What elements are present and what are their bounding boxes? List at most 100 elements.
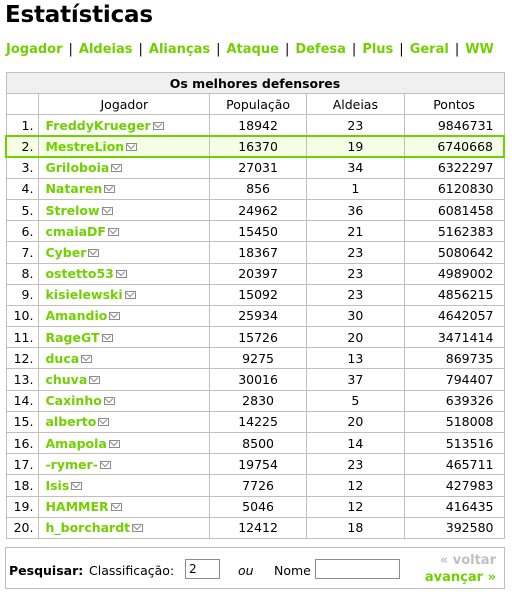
tab-jogador[interactable]: Jogador <box>6 42 63 57</box>
defenders-table: Os melhores defensores Jogador População… <box>5 72 505 539</box>
player-cell: HAMMER <box>38 495 211 518</box>
tab-ww[interactable]: WW <box>465 42 494 57</box>
envelope-icon[interactable] <box>126 142 138 151</box>
rank-input[interactable] <box>185 559 220 579</box>
tab-alianças[interactable]: Alianças <box>148 42 211 57</box>
envelope-icon[interactable] <box>111 164 123 173</box>
villages-cell: 5 <box>306 389 405 412</box>
villages-cell: 21 <box>306 220 405 243</box>
player-link[interactable]: FreddyKrueger <box>45 117 151 133</box>
table-row: 9. kisielewski 15092 23 4856215 <box>5 283 505 306</box>
rank-cell: 2. <box>5 134 40 159</box>
envelope-icon[interactable] <box>88 248 100 257</box>
villages-cell: 23 <box>306 241 405 264</box>
villages-cell: 23 <box>306 283 405 306</box>
rank-cell: 12. <box>5 347 40 370</box>
envelope-icon[interactable] <box>104 185 116 194</box>
search-label: Pesquisar: <box>9 563 84 578</box>
player-link[interactable]: cmaiaDF <box>45 223 106 239</box>
points-cell: 9846731 <box>403 114 505 137</box>
player-link[interactable]: alberto <box>45 414 97 430</box>
player-link[interactable]: Isis <box>45 477 70 493</box>
player-cell: Nataren <box>38 177 211 200</box>
envelope-icon[interactable] <box>81 354 93 363</box>
table-row: 7. Cyber 18367 23 5080642 <box>5 241 505 264</box>
envelope-icon[interactable] <box>101 206 113 215</box>
envelope-icon[interactable] <box>115 270 127 279</box>
population-cell: 5046 <box>209 495 307 518</box>
tab-defesa[interactable]: Defesa <box>295 42 346 57</box>
population-cell: 19754 <box>209 453 307 476</box>
villages-cell: 1 <box>306 177 405 200</box>
envelope-icon[interactable] <box>99 460 111 469</box>
player-cell: -rymer- <box>38 453 211 476</box>
player-link[interactable]: Nataren <box>45 181 103 197</box>
envelope-icon[interactable] <box>89 376 101 385</box>
tab-plus[interactable]: Plus <box>362 42 394 57</box>
points-cell: 6322297 <box>403 156 505 179</box>
envelope-icon[interactable] <box>124 291 136 300</box>
rank-cell: 9. <box>5 283 40 306</box>
rank-cell: 6. <box>5 220 40 243</box>
population-cell: 9275 <box>209 347 307 370</box>
table-caption: Os melhores defensores <box>5 72 505 94</box>
player-link[interactable]: Amandio <box>45 308 108 324</box>
player-link[interactable]: Caxinho <box>45 393 102 409</box>
player-link[interactable]: RageGT <box>45 329 100 345</box>
player-cell: kisielewski <box>38 283 211 306</box>
rank-label: Classificação: <box>89 563 175 578</box>
player-link[interactable]: -rymer- <box>45 456 98 472</box>
villages-cell: 13 <box>306 347 405 370</box>
player-link[interactable]: Cyber <box>45 244 87 260</box>
player-cell: Isis <box>38 474 211 497</box>
envelope-icon[interactable] <box>152 121 164 130</box>
population-cell: 12412 <box>209 516 307 539</box>
envelope-icon[interactable] <box>110 503 122 512</box>
points-cell: 6740668 <box>403 134 505 159</box>
player-link[interactable]: Griloboia <box>45 160 110 176</box>
player-link[interactable]: ostetto53 <box>45 266 114 282</box>
next-link[interactable]: avançar » <box>424 570 496 585</box>
villages-cell: 23 <box>306 453 405 476</box>
player-link[interactable]: Amapola <box>45 435 107 451</box>
rank-cell: 14. <box>5 389 40 412</box>
table-row: 10. Amandio 25934 30 4642057 <box>5 304 505 328</box>
rank-header <box>5 92 40 116</box>
envelope-icon[interactable] <box>101 333 113 342</box>
name-input[interactable] <box>315 559 400 579</box>
search-panel: Pesquisar: Classificação: ou Nome « volt… <box>5 547 505 589</box>
points-header: Pontos <box>403 92 505 116</box>
points-cell: 465711 <box>403 453 505 476</box>
tab-aldeias[interactable]: Aldeias <box>78 42 133 57</box>
envelope-icon[interactable] <box>107 227 119 236</box>
player-link[interactable]: h_borchardt <box>45 520 131 536</box>
table-row: 14. Caxinho 2830 5 639326 <box>5 389 505 412</box>
envelope-icon[interactable] <box>108 439 120 448</box>
player-cell: FreddyKrueger <box>38 114 211 137</box>
tab-ataque[interactable]: Ataque <box>226 42 279 57</box>
player-cell: cmaiaDF <box>38 220 211 243</box>
player-link[interactable]: MestreLion <box>45 138 125 154</box>
rank-cell: 18. <box>5 474 40 497</box>
tab-geral[interactable]: Geral <box>409 42 449 57</box>
table-row: 11. RageGT 15726 20 3471414 <box>5 326 505 349</box>
player-header: Jogador <box>38 92 211 116</box>
table-row: 2. MestreLion 16370 19 6740668 <box>5 134 505 159</box>
back-link: « voltar <box>439 553 496 568</box>
envelope-icon[interactable] <box>109 312 121 321</box>
villages-cell: 23 <box>306 262 405 285</box>
envelope-icon[interactable] <box>132 524 144 533</box>
player-link[interactable]: chuva <box>45 372 88 388</box>
rank-cell: 4. <box>5 177 40 200</box>
envelope-icon[interactable] <box>98 418 110 427</box>
player-cell: Cyber <box>38 241 211 264</box>
player-link[interactable]: kisielewski <box>45 287 123 303</box>
player-cell: h_borchardt <box>38 516 211 539</box>
player-link[interactable]: duca <box>45 350 80 366</box>
rank-cell: 1. <box>5 114 40 137</box>
player-link[interactable]: HAMMER <box>45 499 109 515</box>
envelope-icon[interactable] <box>103 397 115 406</box>
points-cell: 6081458 <box>403 198 505 222</box>
envelope-icon[interactable] <box>71 481 83 490</box>
player-link[interactable]: Strelow <box>45 202 100 218</box>
